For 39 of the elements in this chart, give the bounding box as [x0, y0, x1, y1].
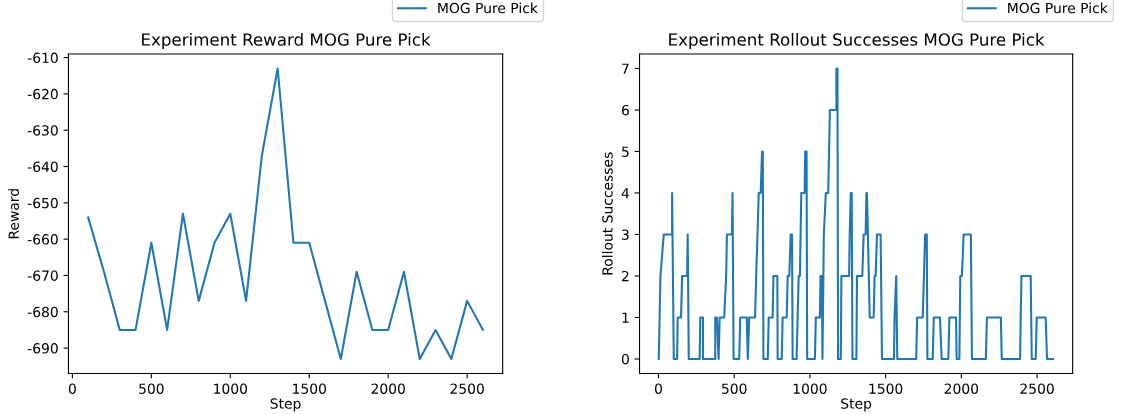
y-tick-label: -610: [27, 52, 58, 64]
x-tick-label: 0: [654, 383, 662, 394]
x-tick-label: 1500: [869, 383, 903, 394]
y-tick-label: 2: [622, 270, 629, 282]
legend-label: MOG Pure Pick: [438, 2, 538, 14]
y-axis-title: Reward: [8, 189, 19, 239]
x-tick-label: 2500: [450, 383, 484, 394]
y-tick-label: 3: [622, 229, 629, 240]
legend-label: MOG Pure Pick: [1008, 2, 1108, 14]
y-tick-label: -620: [27, 88, 58, 100]
y-tick-label: 5: [622, 146, 629, 157]
x-tick-label: 500: [139, 383, 164, 394]
x-tick-label: 1500: [293, 383, 326, 394]
y-tick-label: 0: [621, 353, 629, 365]
x-tick-label: 2500: [1020, 383, 1054, 394]
chart-title: Experiment Reward MOG Pure Pick: [142, 32, 431, 50]
x-axis-title: Step: [841, 398, 872, 412]
x-tick-label: 2000: [371, 383, 405, 394]
x-tick-label: 1000: [793, 383, 827, 394]
y-axis-title: Rollout Successes: [601, 152, 613, 275]
y-tick-label: -690: [27, 343, 58, 354]
chart-title: Experiment Rollout Successes MOG Pure Pick: [669, 32, 1045, 50]
x-axis-title: Step: [270, 398, 301, 412]
y-tick-label: -660: [27, 234, 58, 245]
y-tick-label: 6: [621, 104, 629, 116]
line-series: [87, 67, 484, 361]
x-tick-label: 2000: [944, 383, 979, 394]
y-tick-label: -630: [27, 125, 58, 136]
y-tick-label: 4: [621, 188, 630, 199]
y-tick-label: -650: [27, 197, 58, 209]
line-series: [657, 67, 1054, 361]
y-tick-label: 7: [622, 63, 629, 74]
y-tick-label: -640: [27, 161, 58, 172]
x-tick-label: 0: [68, 383, 76, 394]
y-tick-label: -670: [27, 270, 58, 281]
x-tick-label: 500: [722, 383, 747, 394]
y-tick-label: 1: [622, 312, 629, 323]
x-tick-label: 1000: [214, 383, 248, 394]
y-tick-label: -680: [27, 306, 58, 318]
